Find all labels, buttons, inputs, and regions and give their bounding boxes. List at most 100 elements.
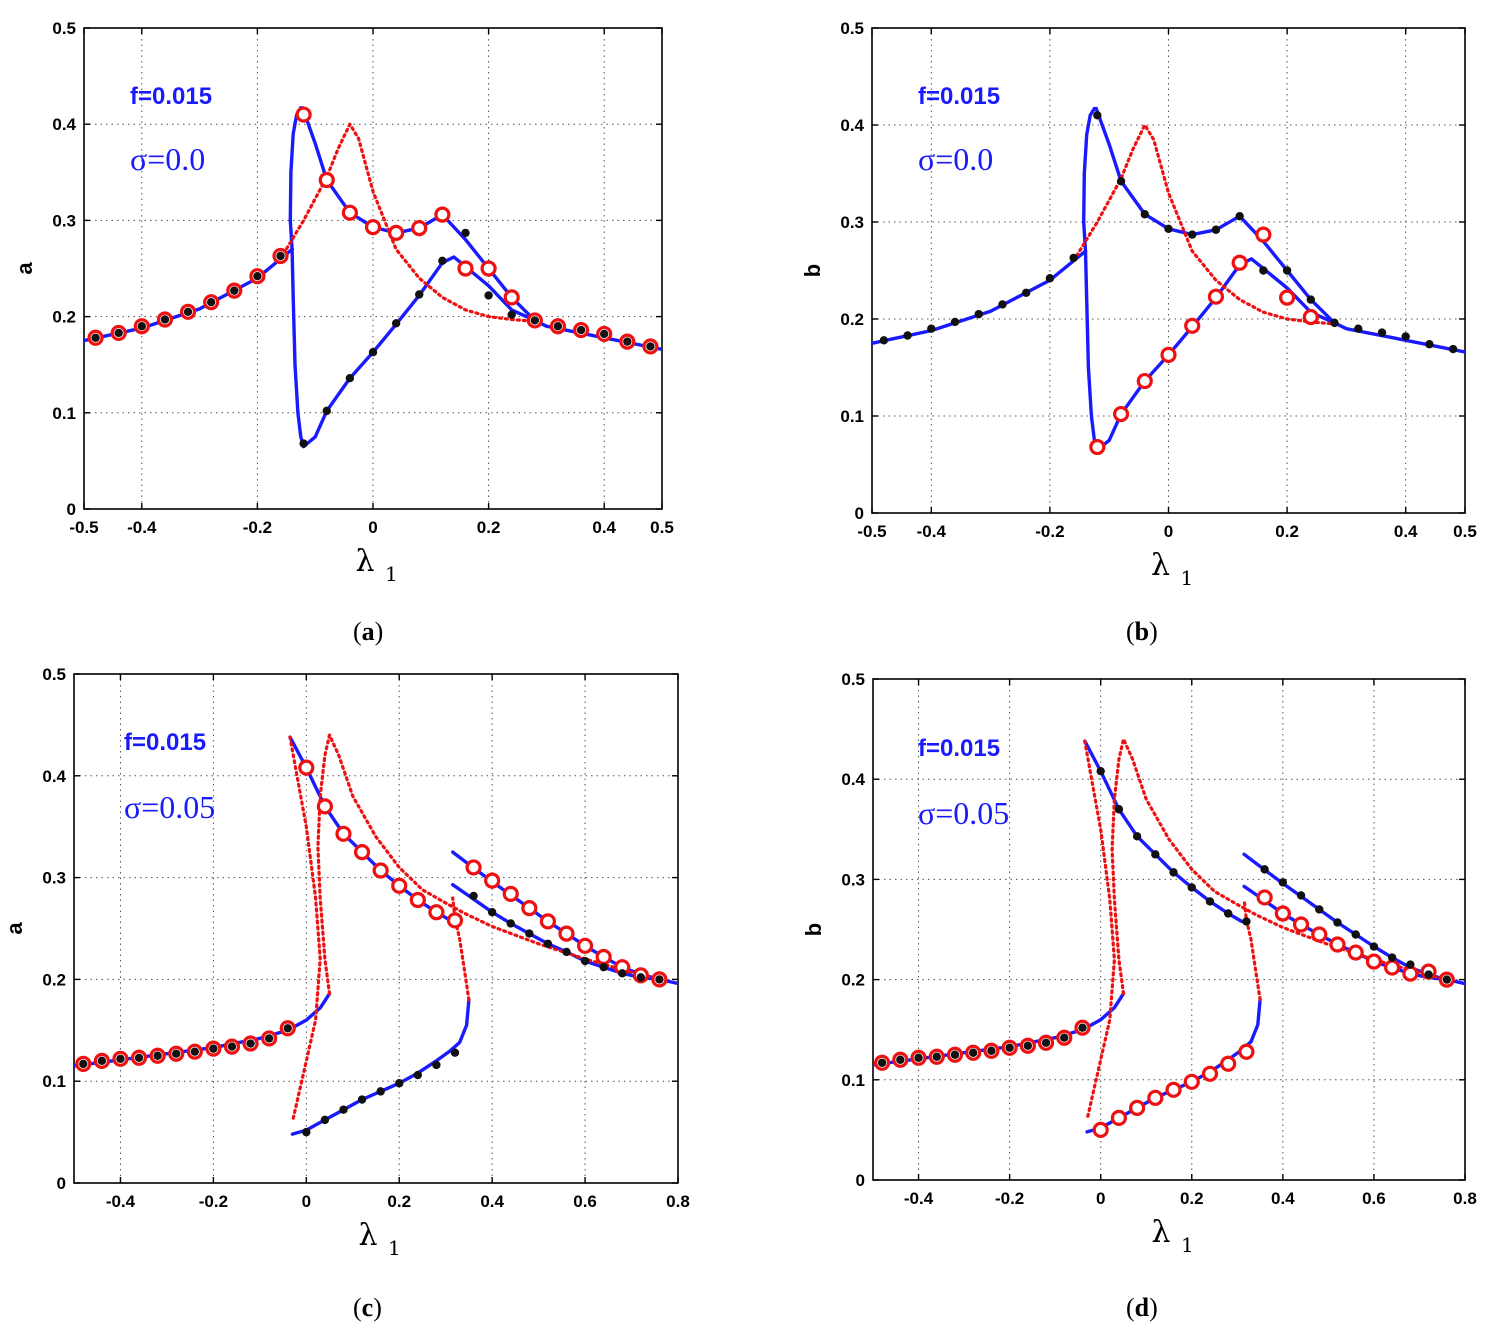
- x-tick-label: 0.4: [1394, 522, 1418, 541]
- unstable-curve: [1072, 123, 1337, 326]
- dot-marker: [600, 329, 609, 339]
- dot-marker: [974, 309, 983, 319]
- dot-marker: [283, 1024, 292, 1033]
- caption: (b): [1126, 617, 1158, 646]
- dot-marker: [1164, 224, 1173, 233]
- axes-box: [872, 678, 1466, 1181]
- dot-marker: [1315, 905, 1324, 914]
- dot-marker: [1235, 211, 1244, 221]
- dot-marker: [1282, 266, 1292, 275]
- dot-marker: [1187, 883, 1196, 892]
- dot-marker: [543, 939, 553, 948]
- x-tick-label: 0.4: [1271, 1189, 1295, 1208]
- x-tick-label: -0.4: [127, 518, 157, 537]
- y-tick-label: 0.2: [52, 308, 76, 327]
- circle-marker: [1274, 905, 1291, 922]
- x-tick-label: -0.2: [1035, 522, 1064, 541]
- dot-marker: [302, 1127, 311, 1137]
- stable-curve: [288, 735, 452, 923]
- dot-marker: [896, 1055, 905, 1064]
- y-tick-label: 0: [855, 504, 864, 523]
- dot-marker: [879, 336, 889, 345]
- dot-marker: [636, 973, 646, 982]
- dot-marker: [487, 908, 497, 917]
- dot-marker: [1045, 274, 1055, 283]
- dot-marker: [160, 315, 170, 324]
- panel-d: -0.4 -0.2 0 0.2 0.4 0.6 0.8 0 0.1 0.2 0.3 0.4 0.5 b λ 1…: [801, 670, 1477, 1322]
- x-tick-label: 0.6: [1362, 1189, 1386, 1208]
- f-annotation: f=0.015: [918, 735, 1000, 762]
- dot-marker: [1369, 942, 1379, 951]
- dot-marker: [172, 1049, 181, 1058]
- dot-marker: [1021, 288, 1031, 298]
- dot-marker: [376, 1087, 385, 1096]
- dot-marker: [1278, 878, 1288, 887]
- sigma-annotation: σ=0.0: [130, 141, 205, 177]
- circle-marker: [539, 913, 557, 930]
- dot-marker: [469, 891, 478, 901]
- circle-marker: [1147, 1089, 1164, 1106]
- vertical-curve: [1083, 249, 1099, 452]
- dot-marker: [1005, 1043, 1014, 1052]
- x-tick-label: -0.2: [243, 518, 272, 537]
- dot-marker: [209, 1044, 218, 1053]
- circle-marker: [428, 904, 445, 921]
- dot-marker: [415, 290, 424, 299]
- x-tick-label: 0.8: [1453, 1189, 1477, 1208]
- circle-marker: [484, 872, 501, 889]
- dot-marker: [950, 317, 960, 327]
- circle-marker: [353, 844, 371, 861]
- y-tick-label: 0.4: [840, 116, 864, 135]
- circle-marker: [318, 171, 335, 189]
- circle-marker: [1384, 959, 1401, 976]
- circle-marker: [1184, 317, 1201, 334]
- dot-marker: [1169, 868, 1178, 877]
- dot-marker: [580, 956, 590, 966]
- dot-marker: [1023, 1041, 1033, 1050]
- dot-marker: [1242, 917, 1251, 926]
- circle-marker: [1201, 1065, 1219, 1082]
- circle-marker: [1302, 308, 1319, 326]
- dot-marker: [507, 310, 516, 319]
- x-tick-label: 0.5: [650, 518, 674, 537]
- circle-marker: [1112, 405, 1130, 423]
- y-tick-label: 0: [856, 1171, 865, 1190]
- caption: (c): [353, 1293, 382, 1322]
- dot-marker: [1041, 1038, 1051, 1047]
- dot-marker: [368, 347, 378, 357]
- y-tick-label: 0.3: [841, 870, 865, 889]
- curves: [84, 106, 662, 449]
- x-tick-label: 0.6: [573, 1192, 597, 1211]
- circle-marker: [409, 891, 426, 909]
- y-tick-label: 0: [57, 1174, 66, 1193]
- sigma-annotation: σ=0.0: [918, 141, 993, 177]
- unstable-curve: [451, 896, 471, 1002]
- plot-layer: -0.4 -0.2 0 0.2 0.4 0.6 0.8 0 0.1 0.2 0.3 0.4 0.5 a λ 1: [2, 665, 690, 1260]
- dot-marker: [1116, 177, 1126, 186]
- dot-marker: [1260, 865, 1269, 874]
- dot-marker: [1448, 344, 1458, 354]
- dot-marker: [553, 322, 563, 331]
- axes-box: [73, 673, 679, 1184]
- stable-curve: [1094, 106, 1465, 354]
- x-tick-label: 0.8: [666, 1192, 690, 1211]
- x-tick-label: 0.4: [592, 518, 616, 537]
- y-tick-label: 0.1: [840, 407, 864, 426]
- dot-marker: [506, 919, 515, 928]
- stable-curve: [1242, 884, 1449, 982]
- y-tick-label: 0.5: [42, 665, 66, 684]
- circle-marker: [295, 106, 312, 123]
- circle-marker: [1347, 944, 1364, 961]
- dot-marker: [1078, 1023, 1087, 1032]
- circle-marker: [1402, 965, 1419, 982]
- dot-marker: [998, 300, 1007, 309]
- x-axis-label-subscript: 1: [385, 562, 398, 586]
- dot-marker: [153, 1051, 162, 1060]
- dot-marker: [1330, 318, 1339, 328]
- circle-marker: [1220, 1055, 1237, 1072]
- y-tick-label: 0.4: [42, 767, 66, 786]
- y-tick-label: 0.4: [841, 770, 865, 789]
- sigma-annotation: σ=0.05: [918, 795, 1009, 831]
- circle-marker: [298, 759, 315, 776]
